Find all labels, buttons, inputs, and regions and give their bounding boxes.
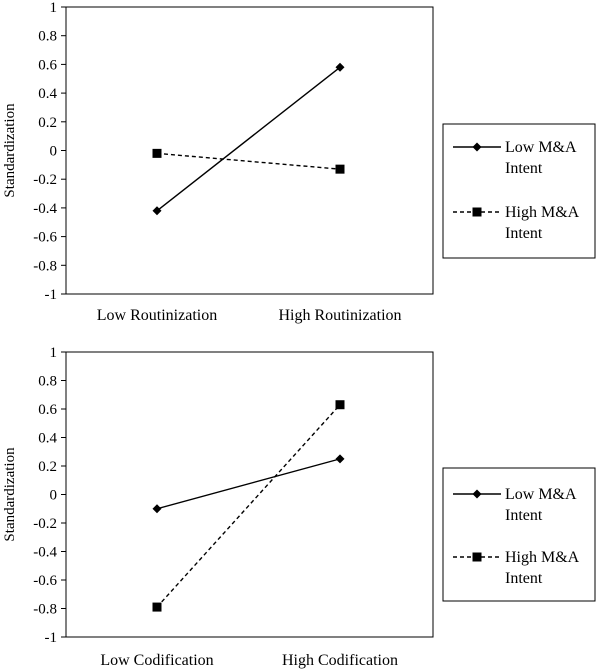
y-tick-label: 1 (50, 345, 58, 361)
legend-diamond-marker (472, 489, 482, 499)
y-tick-label: -0.4 (33, 545, 57, 561)
legend-label: Low M&A (505, 486, 577, 503)
diamond-marker (335, 62, 345, 72)
y-tick-label: -0.2 (33, 516, 57, 532)
y-tick-label: 0.6 (38, 402, 57, 418)
y-tick-label: -1 (45, 287, 58, 303)
legend-label: Intent (505, 160, 543, 177)
x-category-label: Low Codification (100, 652, 213, 669)
y-tick-label: -0.2 (33, 172, 57, 188)
y-tick-label: 0.8 (38, 29, 57, 45)
legend-label: Intent (505, 507, 543, 524)
legend-label: High M&A (505, 204, 580, 221)
legend-label: Intent (505, 570, 543, 587)
y-axis-label: Standardization (2, 447, 18, 542)
x-category-label: High Codification (282, 652, 398, 669)
y-tick-label: 0.6 (38, 57, 57, 73)
y-axis-label: Standardization (2, 103, 18, 198)
y-tick-label: 0.8 (38, 374, 57, 390)
legend-box (442, 467, 596, 602)
y-tick-label: 0.4 (38, 431, 57, 447)
plot-frame (65, 351, 434, 638)
y-tick-label: 0 (50, 144, 58, 160)
series-line-1 (156, 66, 341, 212)
series-line-1 (156, 458, 341, 510)
legend-label: High M&A (505, 549, 580, 566)
legend: Low M&A Intent High M&A Intent (442, 467, 596, 602)
diamond-marker (152, 206, 162, 216)
legend: Low M&A Intent High M&A Intent (442, 123, 596, 259)
square-marker (335, 164, 345, 174)
y-tick-label: -0.6 (33, 230, 57, 246)
square-marker (335, 400, 345, 410)
legend-square-marker (472, 552, 482, 562)
y-tick-label: -0.8 (33, 258, 57, 274)
y-tick-label: 0.2 (38, 459, 57, 475)
legend-diamond-marker (472, 142, 482, 152)
y-tick-label: 1 (50, 0, 58, 16)
legend-label: Intent (505, 225, 543, 242)
x-category-label: High Routinization (278, 307, 401, 324)
chart-1: 1 0.8 0.6 0.4 0.2 0 -0.2 -0.4 -0.6 -0.8 -1 Standard… (2, 0, 596, 324)
chart-2: 1 0.8 0.6 0.4 0.2 0 -0.2 -0.4 -0.6 -0.8 -1 Standard… (2, 345, 596, 669)
square-marker (152, 602, 162, 612)
y-tick-label: -0.4 (33, 201, 57, 217)
series-line-2 (156, 152, 341, 170)
legend-square-marker (472, 207, 482, 217)
x-category-label: Low Routinization (97, 307, 217, 324)
y-tick-label: -1 (45, 630, 58, 646)
plot-frame (65, 6, 434, 295)
diamond-marker (152, 504, 162, 514)
series-line-2 (156, 404, 341, 608)
y-tick-label: -0.6 (33, 573, 57, 589)
square-marker (152, 148, 162, 158)
y-tick-label: 0 (50, 488, 58, 504)
diamond-marker (335, 454, 345, 464)
y-tick-label: 0.2 (38, 115, 57, 131)
y-tick-label: -0.8 (33, 602, 57, 618)
legend-label: Low M&A (505, 139, 577, 156)
y-tick-label: 0.4 (38, 86, 57, 102)
